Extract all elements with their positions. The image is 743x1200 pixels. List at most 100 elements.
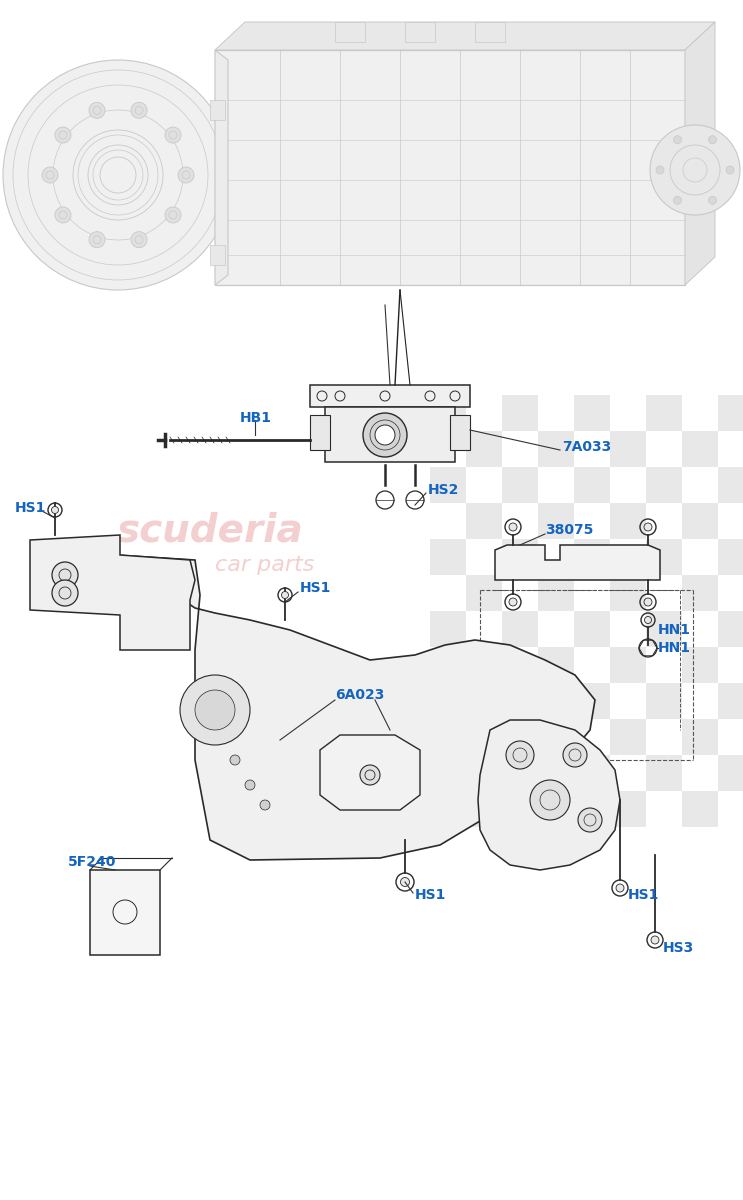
Bar (310, 415, 330, 450)
Bar (430, 467, 466, 503)
Circle shape (178, 167, 194, 182)
Circle shape (55, 206, 71, 223)
Circle shape (673, 197, 681, 204)
Text: HN1: HN1 (658, 641, 691, 655)
Circle shape (165, 127, 181, 143)
Bar (574, 395, 610, 431)
Circle shape (89, 232, 105, 247)
Circle shape (656, 166, 664, 174)
Bar (682, 719, 718, 755)
Bar (646, 539, 682, 575)
Circle shape (651, 936, 659, 944)
Bar (610, 647, 646, 683)
Polygon shape (685, 22, 715, 284)
Bar (502, 611, 538, 647)
Text: HS1: HS1 (415, 888, 447, 902)
Bar (430, 395, 466, 431)
Bar (90, 870, 160, 955)
Circle shape (644, 523, 652, 530)
Bar (718, 539, 743, 575)
Circle shape (89, 102, 105, 119)
Circle shape (644, 598, 652, 606)
Circle shape (165, 206, 181, 223)
Bar (610, 575, 646, 611)
Bar (718, 395, 743, 431)
Bar (210, 245, 225, 265)
Bar (450, 415, 470, 450)
Text: HS2: HS2 (428, 482, 459, 497)
Bar (682, 431, 718, 467)
Bar (682, 791, 718, 827)
Bar (310, 385, 470, 407)
Circle shape (509, 598, 517, 606)
Circle shape (131, 232, 147, 247)
Bar (475, 22, 505, 42)
Text: 38075: 38075 (545, 523, 594, 538)
Bar (430, 611, 466, 647)
Circle shape (245, 780, 255, 790)
Circle shape (650, 125, 740, 215)
Bar (646, 467, 682, 503)
Polygon shape (478, 720, 620, 870)
Bar (502, 467, 538, 503)
Bar (574, 755, 610, 791)
Text: 5F240: 5F240 (68, 854, 117, 869)
Bar (538, 503, 574, 539)
Bar (646, 611, 682, 647)
Text: 6A023: 6A023 (335, 688, 384, 702)
Circle shape (260, 800, 270, 810)
Bar (574, 611, 610, 647)
Bar (538, 431, 574, 467)
Bar (538, 719, 574, 755)
Bar (610, 719, 646, 755)
Circle shape (726, 166, 734, 174)
Bar (718, 683, 743, 719)
Bar (502, 539, 538, 575)
Circle shape (52, 580, 78, 606)
Circle shape (506, 740, 534, 769)
Circle shape (509, 523, 517, 530)
Circle shape (3, 60, 233, 290)
Bar (718, 755, 743, 791)
Bar (502, 395, 538, 431)
Polygon shape (215, 50, 228, 284)
Bar (718, 611, 743, 647)
Bar (682, 575, 718, 611)
Bar (538, 647, 574, 683)
Polygon shape (115, 554, 595, 860)
Bar (335, 22, 365, 42)
Text: scuderia: scuderia (117, 511, 303, 550)
Polygon shape (215, 22, 715, 50)
Bar (646, 395, 682, 431)
Bar (682, 503, 718, 539)
Circle shape (52, 562, 78, 588)
Bar (646, 683, 682, 719)
Bar (538, 575, 574, 611)
Bar (466, 503, 502, 539)
Bar (574, 683, 610, 719)
Bar (466, 431, 502, 467)
Circle shape (230, 755, 240, 766)
Bar (610, 431, 646, 467)
Polygon shape (30, 535, 195, 650)
Bar (466, 791, 502, 827)
Bar (646, 755, 682, 791)
Bar (210, 100, 225, 120)
Bar (574, 467, 610, 503)
Bar (718, 467, 743, 503)
Bar (215, 50, 685, 284)
Circle shape (644, 617, 652, 624)
Text: car parts: car parts (215, 554, 315, 575)
Polygon shape (320, 734, 420, 810)
Bar (682, 647, 718, 683)
Bar (405, 22, 435, 42)
Bar (466, 575, 502, 611)
Circle shape (42, 167, 58, 182)
Bar (502, 755, 538, 791)
Text: 7A033: 7A033 (562, 440, 611, 454)
Bar (430, 683, 466, 719)
Circle shape (709, 197, 716, 204)
Circle shape (563, 743, 587, 767)
Circle shape (709, 136, 716, 144)
Text: HS1: HS1 (628, 888, 659, 902)
